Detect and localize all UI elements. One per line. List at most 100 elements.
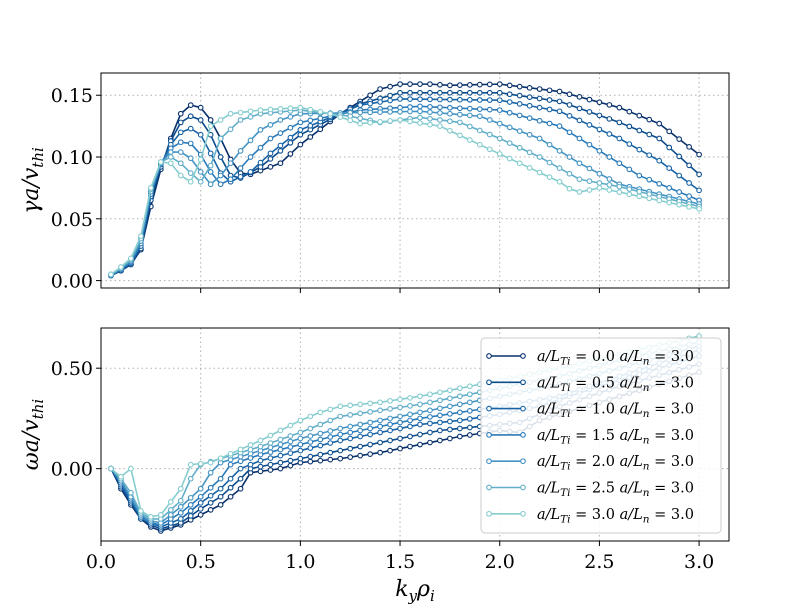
data-point [457,111,463,118]
data-point [606,131,613,137]
data-point [696,206,702,212]
data-point [347,429,354,436]
data-point [377,399,383,406]
data-point [676,172,683,179]
data-point [397,81,403,87]
data-point [407,96,413,102]
data-point [317,451,324,458]
x-tick-label: 1.0 [285,551,315,573]
data-point [187,494,194,501]
data-point [606,102,613,108]
data-point [307,117,314,124]
data-point [636,127,643,134]
data-point [277,436,284,443]
data-point [696,187,702,194]
data-point [247,108,254,115]
data-point [237,458,244,465]
data-point [427,103,433,110]
legend-marker [486,353,492,359]
x-tick-label: 3.0 [684,551,714,573]
data-point [247,169,254,175]
data-point [447,118,453,125]
data-point [317,108,324,115]
data-point [177,149,184,155]
data-point [197,506,204,512]
data-point [327,434,334,440]
data-point [646,152,653,159]
data-point [566,170,573,177]
data-point [427,407,433,414]
data-point [466,408,473,414]
data-point [257,468,264,475]
data-point [636,193,643,200]
data-point [606,176,613,182]
data-point [496,135,503,142]
data-point [466,82,473,88]
legend-label: a/LTi = 0.0 a/Ln = 3.0 [537,349,694,368]
data-point [357,102,364,108]
data-point [217,172,224,179]
data-point [367,441,373,448]
data-point [377,449,383,456]
data-point [496,107,503,113]
legend-entry: a/LTi = 0.5 a/Ln = 3.0 [486,375,694,394]
data-point [606,154,613,160]
data-point [177,160,184,167]
data-point [327,417,334,424]
data-point [267,444,274,451]
data-point [217,485,224,492]
data-point [496,97,503,104]
data-point [516,112,523,119]
data-point [177,139,184,146]
data-point [427,391,433,398]
data-point [417,81,423,87]
data-point [327,406,334,413]
data-point [287,134,294,141]
data-point [526,131,533,138]
data-point [337,437,344,444]
legend-marker [520,458,526,465]
data-point [486,146,493,153]
data-point [277,465,284,472]
axes-frame [100,327,730,542]
data-point [327,110,334,117]
data-point [227,493,234,500]
data-point [277,452,284,459]
data-point [367,409,373,415]
data-point [526,115,533,121]
data-point [447,96,453,103]
data-point [357,410,364,417]
data-point [237,147,244,154]
data-point [267,449,274,455]
data-point [377,109,383,115]
data-point [457,89,463,96]
data-point [217,501,224,508]
data-point [596,147,603,154]
data-point [457,82,463,88]
data-point [277,147,284,154]
data-point [646,195,653,202]
data-point [586,96,593,103]
data-point [177,119,184,126]
series-line [110,98,700,277]
data-point [387,97,393,104]
data-point [287,444,294,450]
data-point [237,109,244,116]
data-point [526,149,533,156]
data-point [247,442,254,448]
data-point [357,115,364,122]
data-point [496,89,503,96]
data-point [197,131,204,138]
data-point [397,425,403,432]
data-point [506,124,513,131]
data-point [377,407,383,414]
data-point [656,135,663,142]
data-point [556,165,563,171]
data-point [167,507,174,513]
data-point [476,127,483,134]
data-point [237,485,244,492]
data-point [546,106,553,113]
data-point [327,440,334,446]
data-point [556,178,563,185]
data-point [686,162,692,169]
